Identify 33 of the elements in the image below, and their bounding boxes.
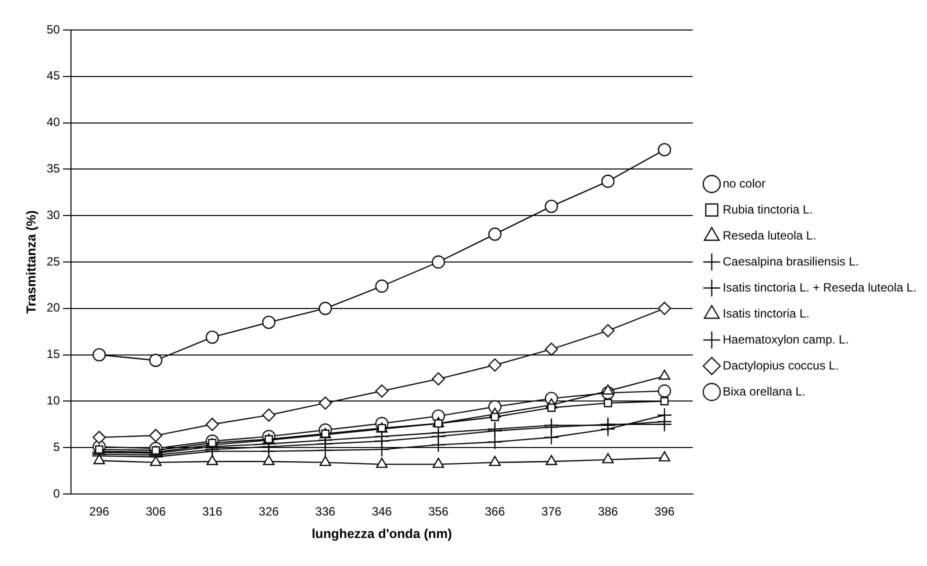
x-tick-label: 396 — [654, 504, 675, 519]
x-tick-label: 386 — [598, 504, 618, 519]
legend-label: Caesalpina brasiliensis L. — [722, 254, 859, 268]
legend-label: Rubia tinctoria L. — [722, 202, 813, 216]
legend-label: Dactylopius coccus L. — [722, 358, 839, 372]
y-tick-label: 35 — [46, 162, 60, 176]
x-tick-label: 316 — [202, 504, 223, 519]
x-tick-label: 336 — [315, 504, 336, 519]
legend-label: Haematoxylon camp. L. — [722, 332, 849, 346]
x-tick-label: 326 — [258, 504, 280, 519]
x-tick-label: 346 — [372, 504, 392, 519]
y-tick-label: 5 — [53, 440, 60, 454]
x-tick-label: 366 — [484, 504, 506, 519]
x-tick-label: 306 — [146, 504, 166, 519]
legend-label: Isatis tinctoria L. — [722, 306, 810, 320]
legend-label: no color — [722, 176, 766, 190]
y-tick-label: 50 — [46, 22, 60, 36]
y-tick-label: 25 — [46, 254, 60, 268]
y-tick-label: 10 — [46, 394, 60, 408]
x-tick-label: 356 — [428, 504, 449, 519]
y-axis-title: Trasmittanza (%) — [23, 210, 38, 314]
x-axis-title: lunghezza d'onda (nm) — [312, 526, 452, 541]
legend-label: Bixa orellana L. — [722, 384, 806, 398]
y-tick-label: 15 — [46, 347, 60, 362]
legend-label: Reseda luteola L. — [722, 228, 816, 242]
y-tick-label: 40 — [46, 115, 60, 130]
y-tick-label: 0 — [53, 486, 60, 500]
x-tick-label: 296 — [89, 504, 110, 519]
x-tick-label: 376 — [541, 504, 562, 519]
legend-label: Isatis tinctoria L. + Reseda luteola L. — [722, 280, 917, 294]
y-tick-label: 45 — [46, 68, 60, 83]
y-tick-label: 20 — [46, 300, 60, 315]
y-tick-label: 30 — [46, 208, 60, 222]
